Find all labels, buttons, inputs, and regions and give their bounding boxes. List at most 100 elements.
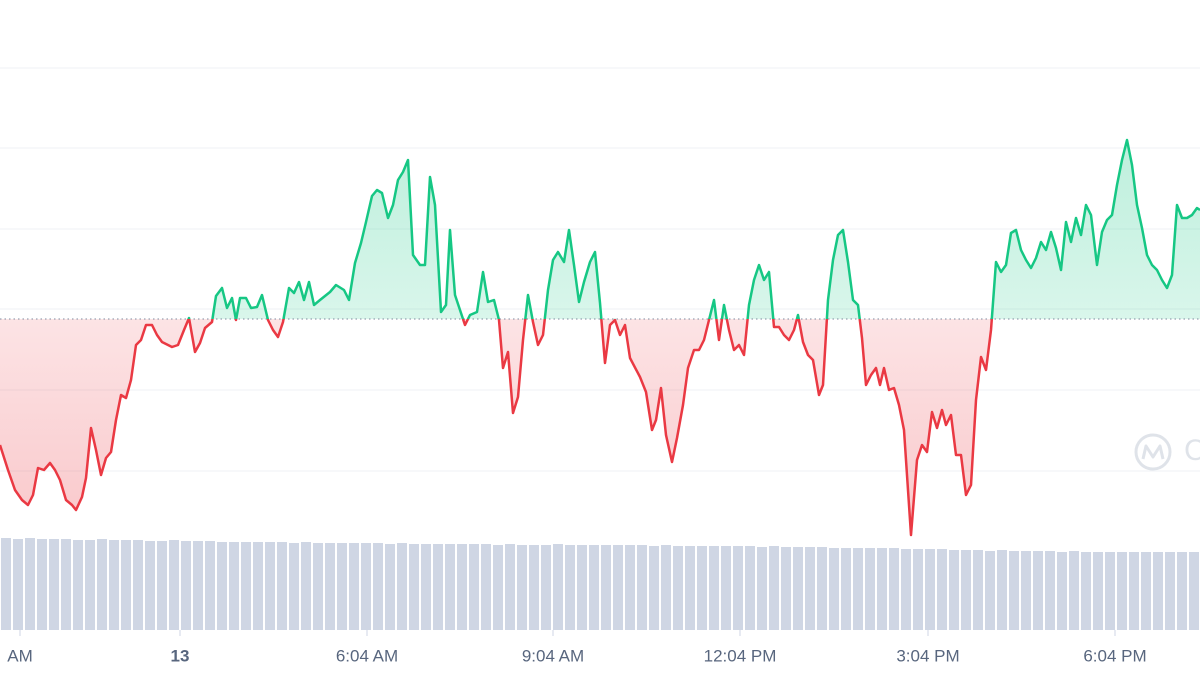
- watermark-logo: [1134, 433, 1172, 471]
- volume-bar: [625, 545, 635, 630]
- volume-bar: [241, 542, 251, 630]
- volume-bar: [889, 548, 899, 630]
- volume-bar: [541, 545, 551, 630]
- volume-bar: [97, 539, 107, 630]
- volume-bar: [1033, 551, 1043, 630]
- volume-bar: [301, 542, 311, 630]
- x-tick-label: 6:04 AM: [336, 646, 398, 665]
- volume-bar: [757, 547, 767, 630]
- volume-bar: [421, 544, 431, 630]
- volume-bar: [721, 546, 731, 630]
- volume-bar: [973, 550, 983, 630]
- volume-bar: [769, 546, 779, 630]
- volume-bar: [1189, 552, 1199, 630]
- volume-bar: [1069, 551, 1079, 630]
- volume-bar: [649, 546, 659, 630]
- volume-bar: [13, 539, 23, 630]
- volume-bar: [1009, 551, 1019, 630]
- volume-bar: [229, 542, 239, 630]
- volume-bar: [637, 545, 647, 630]
- volume-bar: [481, 544, 491, 630]
- volume-bar: [661, 545, 671, 630]
- volume-bar: [1129, 552, 1139, 630]
- volume-bar: [553, 544, 563, 630]
- volume-bar: [841, 548, 851, 630]
- volume-bar: [985, 551, 995, 630]
- volume-bar: [37, 539, 47, 630]
- volume-bar: [409, 544, 419, 630]
- volume-bar: [457, 544, 467, 630]
- volume-bar: [1093, 552, 1103, 630]
- volume-bar: [685, 546, 695, 630]
- x-tick-label: 6:04 PM: [1083, 646, 1146, 665]
- volume-bar: [745, 546, 755, 630]
- volume-bar: [937, 549, 947, 630]
- volume-bar: [121, 540, 131, 630]
- volume-bar: [925, 549, 935, 630]
- volume-bar: [589, 545, 599, 630]
- volume-bar: [277, 542, 287, 630]
- volume-bar: [313, 543, 323, 630]
- volume-bar: [1117, 552, 1127, 630]
- volume-bar: [517, 545, 527, 630]
- volume-bar: [781, 547, 791, 630]
- volume-bar: [493, 545, 503, 630]
- volume-bar: [793, 547, 803, 630]
- volume-bar: [205, 541, 215, 630]
- volume-bar: [1105, 552, 1115, 630]
- watermark: CoinMarketCap: [1134, 433, 1200, 471]
- volume-bar: [145, 541, 155, 630]
- watermark-logo-mark: [1141, 444, 1165, 460]
- volume-bar: [289, 543, 299, 630]
- volume-bar: [217, 542, 227, 630]
- area-down: [0, 319, 1200, 535]
- volume-bar: [733, 546, 743, 630]
- volume-bar: [1057, 552, 1067, 630]
- volume-bar: [565, 545, 575, 630]
- volume-bar: [877, 548, 887, 630]
- volume-bar: [709, 546, 719, 630]
- volume-bar: [1081, 552, 1091, 630]
- volume-bar: [949, 550, 959, 630]
- volume-bar: [169, 540, 179, 630]
- volume-bar: [325, 543, 335, 630]
- volume-bar: [601, 545, 611, 630]
- volume-bar: [1021, 551, 1031, 630]
- volume-bar: [253, 542, 263, 630]
- volume-bar: [265, 542, 275, 630]
- volume-bar: [577, 545, 587, 630]
- area-up: [0, 140, 1200, 319]
- volume-bar: [25, 538, 35, 630]
- volume-bar: [1, 538, 11, 630]
- volume-bar: [109, 540, 119, 630]
- price-line-up: [187, 138, 1200, 319]
- x-tick-label: 13: [171, 646, 190, 665]
- volume-bar: [397, 543, 407, 630]
- volume-bar: [1153, 552, 1163, 630]
- volume-bar: [193, 541, 203, 630]
- volume-bar: [469, 544, 479, 630]
- volume-bar: [133, 540, 143, 630]
- volume-bar: [1045, 551, 1055, 630]
- volume-bar: [73, 540, 83, 630]
- volume-bar: [433, 544, 443, 630]
- volume-bar: [997, 550, 1007, 630]
- volume-bar: [85, 540, 95, 630]
- watermark-text: CoinMarketCap: [1184, 434, 1200, 467]
- volume-bar: [805, 547, 815, 630]
- volume-bar: [961, 550, 971, 630]
- volume-bar: [1165, 552, 1175, 630]
- volume-bar: [1177, 552, 1187, 630]
- volume-bar: [349, 543, 359, 630]
- volume-bar: [157, 541, 167, 630]
- volume-bar: [445, 544, 455, 630]
- volume-bar: [181, 541, 191, 630]
- volume-bar: [373, 543, 383, 630]
- volume-bar: [385, 544, 395, 630]
- price-line-down: [0, 319, 994, 537]
- x-tick-label: AM: [7, 646, 33, 665]
- volume-bar: [901, 549, 911, 630]
- volume-bar: [361, 543, 371, 630]
